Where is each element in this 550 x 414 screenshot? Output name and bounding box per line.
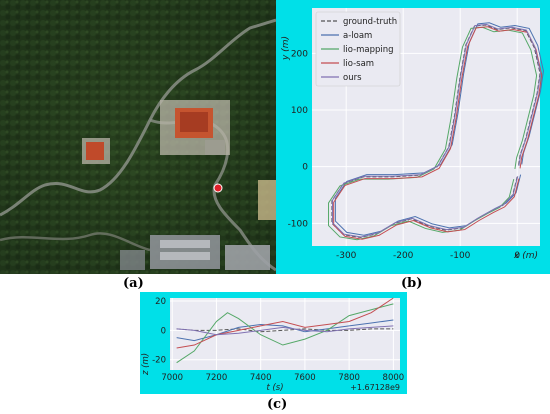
y-tick-label: 100 xyxy=(291,106,308,116)
legend: ground-truth a-loam lio-mapping lio-sam ours xyxy=(315,11,401,87)
series-line-a-loam xyxy=(176,319,394,342)
series-line-lio-sam xyxy=(333,26,543,240)
altitude-chart-panel: 7000 7200 7400 7600 7800 8000 -20 0 20 t (s) +1.67… xyxy=(140,292,407,394)
altitude-chart: 7000 7200 7400 7600 7800 8000 -20 0 20 t (s) +1.67… xyxy=(141,297,405,393)
y-tick-label: 0 xyxy=(302,163,308,173)
legend-label-ground-truth: ground-truth xyxy=(343,17,397,27)
x-tick-label: 7000 xyxy=(161,373,183,383)
y-tick-label: -100 xyxy=(288,219,309,229)
y-axis-label: y (m) xyxy=(281,36,291,61)
x-tick-label: 7200 xyxy=(206,373,228,383)
x-tick-label: 7600 xyxy=(294,373,316,383)
satellite-image xyxy=(0,0,276,274)
series-line-lio-mapping xyxy=(176,303,394,364)
legend-label-lio-mapping: lio-mapping xyxy=(343,45,394,55)
x-tick-label: -100 xyxy=(450,251,471,261)
panel-label-c: (c) xyxy=(267,397,288,412)
series-line-ours xyxy=(176,325,394,336)
plot-area xyxy=(170,298,400,370)
y-axis-label: z (m) xyxy=(141,353,151,376)
series-line-ours xyxy=(332,23,542,238)
x-tick-label: 0 xyxy=(514,251,520,261)
x-tick-label: 8000 xyxy=(383,373,405,383)
trajectory-chart: -300 -200 -100 0 -100 0 100 200 x (m) y (m) ground… xyxy=(281,8,544,261)
x-tick-label: 7400 xyxy=(250,373,272,383)
x-tick-label: -200 xyxy=(393,251,414,261)
trajectory-chart-panel: -300 -200 -100 0 -100 0 100 200 x (m) y (m) ground… xyxy=(276,0,550,274)
legend-label-ours: ours xyxy=(343,73,362,83)
series-line-a-loam xyxy=(334,22,544,236)
x-tick-label: -300 xyxy=(336,251,357,261)
panel-label-a: (a) xyxy=(123,276,144,291)
series-line-ground-truth xyxy=(176,328,394,333)
legend-label-lio-sam: lio-sam xyxy=(343,59,374,69)
aerial-map-image xyxy=(0,0,276,274)
y-tick-label: 20 xyxy=(155,297,166,307)
series-line-lio-sam xyxy=(176,297,394,349)
y-tick-label: -20 xyxy=(152,356,166,366)
panel-label-b: (b) xyxy=(401,276,423,291)
x-offset-text: +1.67128e9 xyxy=(350,383,400,392)
y-tick-label: 200 xyxy=(291,49,308,59)
y-tick-label: 0 xyxy=(161,326,166,336)
legend-label-a-loam: a-loam xyxy=(343,31,372,41)
x-tick-label: 7800 xyxy=(338,373,360,383)
x-axis-label: t (s) xyxy=(266,383,283,393)
x-axis-label: x (m) xyxy=(513,251,538,261)
legend-box xyxy=(315,11,401,87)
